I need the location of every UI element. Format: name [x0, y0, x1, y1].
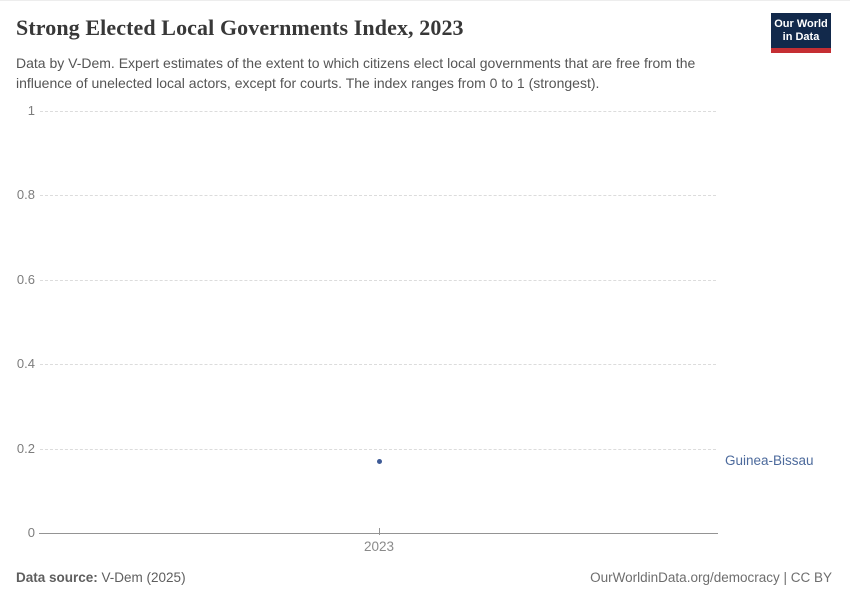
y-gridline [40, 364, 716, 365]
x-tick-label: 2023 [363, 539, 395, 554]
x-tick [379, 528, 380, 535]
data-source-label: Data source: [16, 570, 98, 585]
y-tick-label: 0.8 [16, 187, 35, 202]
chart-subtitle: Data by V-Dem. Expert estimates of the e… [16, 55, 696, 91]
page-title: Strong Elected Local Governments Index, … [16, 15, 464, 40]
y-tick-label: 0.6 [16, 272, 35, 287]
data-source-value: V-Dem (2025) [97, 570, 186, 585]
owid-logo-line1: Our World [774, 17, 828, 30]
data-point[interactable] [377, 459, 382, 464]
y-gridline [40, 449, 716, 450]
y-tick-label: 0 [27, 525, 35, 540]
y-gridline [40, 195, 716, 196]
y-gridline [40, 280, 716, 281]
y-tick-label: 1 [27, 103, 35, 118]
credit-link[interactable]: OurWorldinData.org/democracy | CC BY [590, 570, 832, 585]
data-source: Data source: V-Dem (2025) [16, 570, 186, 585]
owid-logo-line2: in Data [782, 30, 820, 43]
y-tick-label: 0.4 [16, 356, 35, 371]
y-gridline [40, 111, 716, 112]
entity-label[interactable]: Guinea-Bissau [725, 453, 814, 468]
y-tick-label: 0.2 [16, 441, 35, 456]
x-axis-line [39, 533, 718, 534]
owid-logo[interactable]: Our World in Data [771, 13, 831, 53]
